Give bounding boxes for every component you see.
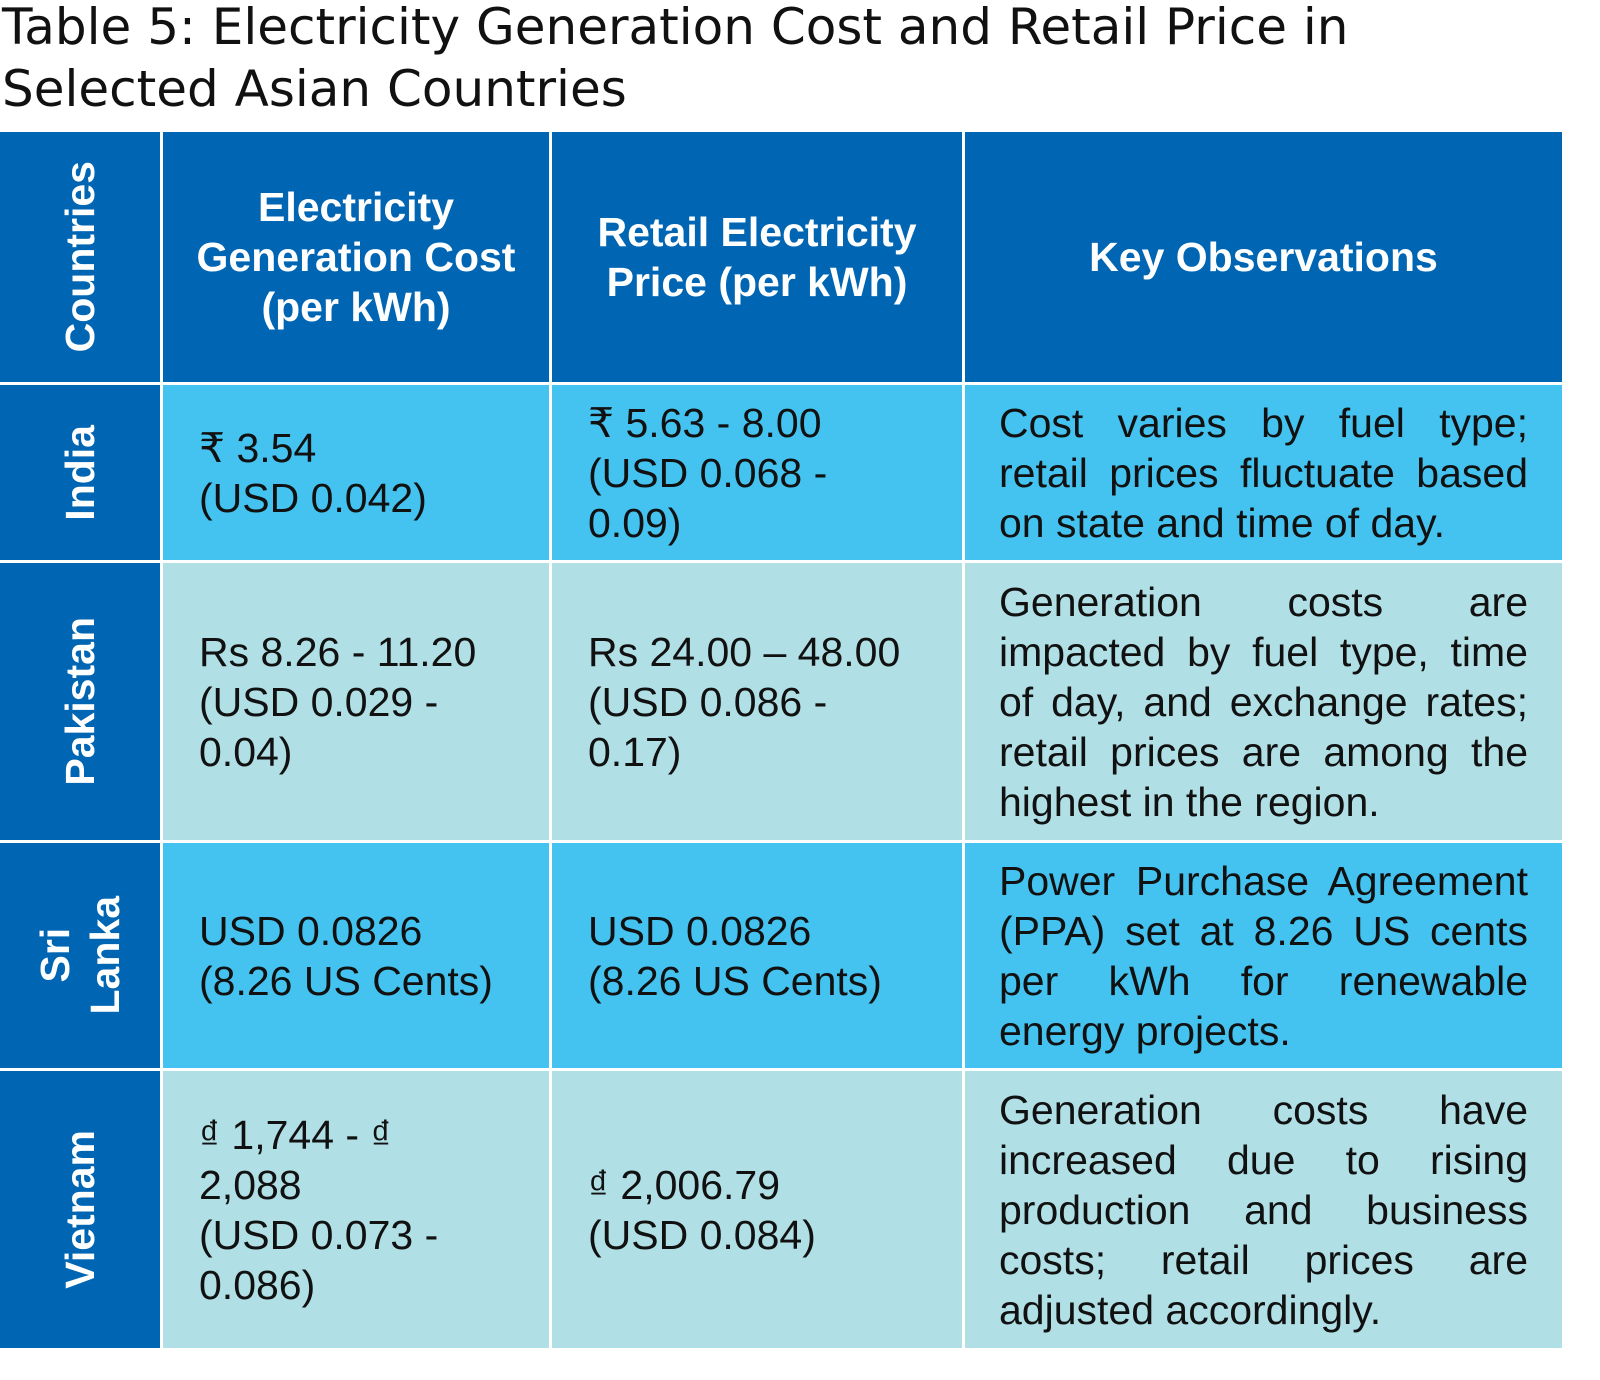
retail-price-cell: ₫ 2,006.79 (USD 0.084) bbox=[552, 1071, 962, 1348]
observation-cell: Generation costs are impacted by fuel ty… bbox=[965, 563, 1562, 840]
generation-cost-cell: ₫ 1,744 - ₫ 2,088 (USD 0.073 - 0.086) bbox=[163, 1071, 549, 1348]
header-generation-cost: Electricity Generation Cost (per kWh) bbox=[163, 132, 549, 382]
header-generation-cost-label: Electricity Generation Cost (per kWh) bbox=[196, 184, 516, 330]
row-country: India bbox=[0, 385, 160, 560]
observation-cell: Cost varies by fuel type; retail prices … bbox=[965, 385, 1562, 560]
observation-cell: Generation costs have increased due to r… bbox=[965, 1071, 1562, 1348]
country-name: Pakistan bbox=[57, 617, 103, 786]
country-name: Vietnam bbox=[57, 1130, 103, 1289]
retail-price-cell: Rs 24.00 – 48.00 (USD 0.086 - 0.17) bbox=[552, 563, 962, 840]
row-country: Vietnam bbox=[0, 1071, 160, 1348]
generation-cost-cell: USD 0.0826 (8.26 US Cents) bbox=[163, 843, 549, 1068]
header-countries-label: Countries bbox=[57, 161, 103, 353]
electricity-cost-table: Countries Electricity Generation Cost (p… bbox=[0, 132, 1562, 1348]
header-observations: Key Observations bbox=[965, 132, 1562, 382]
header-retail-price: Retail Electricity Price (per kWh) bbox=[552, 132, 962, 382]
retail-price-cell: ₹ 5.63 - 8.00 (USD 0.068 - 0.09) bbox=[552, 385, 962, 560]
observation-cell: Power Purchase Agreement (PPA) set at 8.… bbox=[965, 843, 1562, 1068]
row-country: Sri Lanka bbox=[0, 843, 160, 1068]
country-name: Sri Lanka bbox=[32, 896, 128, 1015]
generation-cost-cell: ₹ 3.54 (USD 0.042) bbox=[163, 385, 549, 560]
table-title: Table 5: Electricity Generation Cost and… bbox=[2, 0, 1349, 118]
retail-price-cell: USD 0.0826 (8.26 US Cents) bbox=[552, 843, 962, 1068]
country-name: India bbox=[57, 424, 103, 521]
generation-cost-cell: Rs 8.26 - 11.20 (USD 0.029 - 0.04) bbox=[163, 563, 549, 840]
header-observations-label: Key Observations bbox=[1089, 234, 1438, 280]
header-countries: Countries bbox=[0, 132, 160, 382]
header-retail-price-label: Retail Electricity Price (per kWh) bbox=[597, 209, 917, 305]
row-country: Pakistan bbox=[0, 563, 160, 840]
